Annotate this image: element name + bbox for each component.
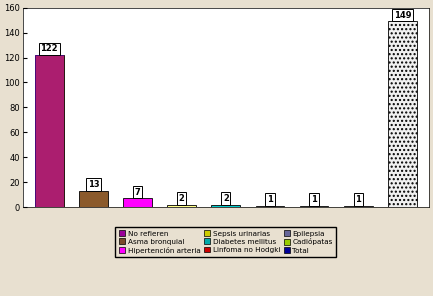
Legend: No refieren, Asma bronquial, Hipertención arteria, Sepsis urinarias, Diabetes me: No refieren, Asma bronquial, Hipertenció…: [115, 227, 336, 257]
Text: 2: 2: [179, 194, 184, 203]
Bar: [255, 206, 284, 207]
Text: 1: 1: [311, 195, 317, 204]
Bar: [211, 205, 240, 207]
Bar: [344, 206, 372, 207]
Bar: [167, 205, 196, 207]
Text: 122: 122: [41, 44, 58, 53]
Bar: [388, 21, 417, 207]
Bar: [300, 206, 329, 207]
Text: 1: 1: [355, 195, 361, 204]
Text: 2: 2: [223, 194, 229, 203]
Text: 13: 13: [87, 180, 99, 189]
Bar: [35, 55, 64, 207]
Text: 7: 7: [135, 188, 140, 197]
Bar: [79, 191, 108, 207]
Bar: [35, 55, 64, 207]
Text: 149: 149: [394, 11, 411, 20]
Bar: [123, 199, 152, 207]
Text: 1: 1: [267, 195, 273, 204]
